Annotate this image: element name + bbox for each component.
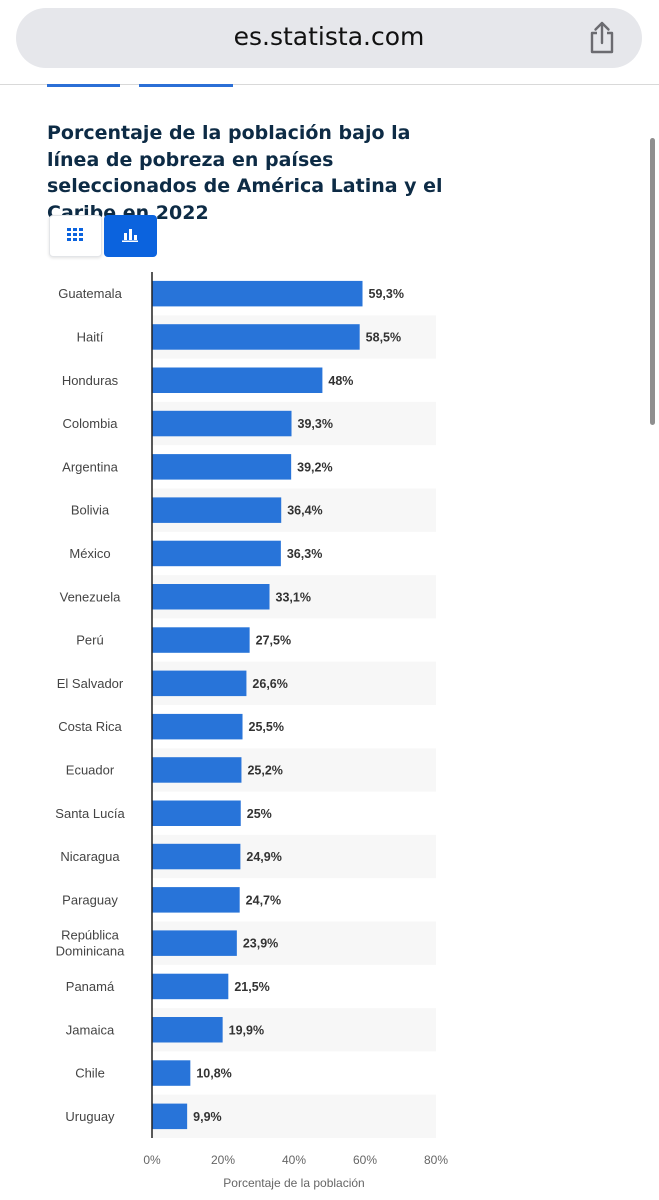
data-label: 36,3% — [287, 547, 322, 561]
scrollbar-thumb[interactable] — [650, 138, 655, 425]
x-tick-label: 40% — [282, 1153, 306, 1167]
category-label: Uruguay — [65, 1109, 115, 1124]
data-label: 36,4% — [287, 504, 322, 518]
bar — [152, 280, 363, 307]
chart-title: Porcentaje de la población bajo la línea… — [47, 122, 443, 224]
bar — [152, 627, 250, 653]
category-label: El Salvador — [57, 676, 124, 691]
category-label: Panamá — [66, 979, 115, 994]
bar — [152, 584, 270, 610]
data-label: 59,3% — [369, 287, 404, 301]
bar — [152, 887, 240, 913]
x-tick-label: 60% — [353, 1153, 377, 1167]
bar — [152, 410, 292, 437]
data-label: 10,8% — [196, 1067, 231, 1081]
category-label: Colombia — [63, 416, 119, 431]
category-label: Argentina — [62, 459, 118, 474]
url-text: es.statista.com — [233, 22, 425, 51]
data-label: 19,9% — [229, 1023, 264, 1037]
category-label: Guatemala — [58, 286, 122, 301]
category-label: República Dominicana — [56, 928, 125, 959]
data-label: 9,9% — [193, 1110, 222, 1124]
browser-toolbar: es.statista.com — [0, 0, 659, 85]
data-label: 25,5% — [249, 720, 284, 734]
breadcrumb-link-underline[interactable] — [47, 84, 120, 87]
category-label: Jamaica — [66, 1022, 115, 1037]
bar — [152, 324, 360, 350]
bar — [152, 367, 323, 393]
bar — [152, 1103, 188, 1130]
bar — [152, 1017, 223, 1043]
share-icon[interactable] — [586, 21, 618, 55]
bar-chart-icon — [122, 229, 138, 242]
address-bar[interactable]: es.statista.com — [16, 8, 642, 68]
data-label: 23,9% — [243, 937, 278, 951]
data-label: 25% — [247, 807, 272, 821]
category-label: Chile — [75, 1066, 105, 1081]
data-label: 39,3% — [298, 417, 333, 431]
data-label: 25,2% — [247, 763, 282, 777]
category-label: Ecuador — [66, 762, 115, 777]
category-label: México — [69, 546, 110, 561]
bar — [152, 843, 241, 870]
bar — [152, 670, 247, 697]
bar — [152, 930, 237, 956]
category-label: Haití — [77, 329, 104, 344]
x-axis-title: Porcentaje de la población — [223, 1176, 364, 1190]
bar — [152, 454, 292, 480]
bar-chart: 59,3% Guatemala 58,5% Haití 48% Honduras 39,3%… — [55, 272, 448, 1190]
breadcrumb-link-underline[interactable] — [139, 84, 233, 87]
category-label: Paraguay — [62, 892, 118, 907]
table-view-button[interactable] — [49, 215, 102, 257]
grid-icon — [67, 228, 83, 241]
data-label: 24,7% — [246, 893, 281, 907]
category-label: Perú — [76, 633, 103, 648]
data-label: 58,5% — [366, 330, 401, 344]
row-stripe — [152, 1094, 436, 1138]
bar-chart-view-button[interactable] — [104, 215, 157, 257]
bar — [152, 540, 281, 567]
category-label: Bolivia — [71, 503, 110, 518]
category-label: Santa Lucía — [55, 806, 125, 821]
x-tick-label: 0% — [143, 1153, 161, 1167]
bar — [152, 497, 282, 523]
x-tick-label: 80% — [424, 1153, 448, 1167]
bar — [152, 757, 242, 783]
bar — [152, 800, 241, 826]
data-label: 27,5% — [256, 634, 291, 648]
data-label: 39,2% — [297, 460, 332, 474]
category-label: Venezuela — [60, 589, 121, 604]
category-label: Costa Rica — [58, 719, 122, 734]
category-label: Honduras — [62, 373, 119, 388]
data-label: 33,1% — [276, 590, 311, 604]
x-tick-label: 20% — [211, 1153, 235, 1167]
data-label: 21,5% — [234, 980, 269, 994]
data-label: 26,6% — [252, 677, 287, 691]
data-label: 48% — [328, 374, 353, 388]
bar — [152, 1060, 191, 1086]
bar — [152, 713, 243, 740]
data-label: 24,9% — [246, 850, 281, 864]
bar — [152, 973, 229, 1000]
category-label: Nicaragua — [60, 849, 120, 864]
